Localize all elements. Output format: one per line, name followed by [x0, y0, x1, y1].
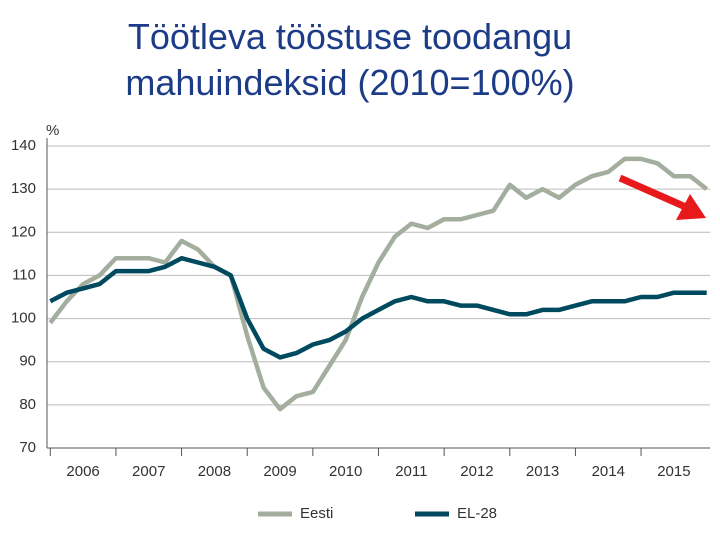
y-tick-label: 90	[19, 353, 36, 370]
y-tick-label: 80	[19, 396, 36, 413]
x-tick-label: 2012	[460, 463, 493, 480]
y-tick-label: 100	[11, 310, 36, 327]
x-tick-label: 2011	[395, 463, 427, 480]
legend-label: Eesti	[300, 505, 333, 522]
y-tick-label: 120	[11, 223, 36, 240]
line-series	[49, 255, 707, 360]
y-tick-label: 70	[19, 439, 36, 456]
x-tick-label: 2009	[263, 463, 296, 480]
x-tick-label: 2014	[592, 463, 625, 480]
x-tick-label: 2015	[657, 463, 690, 480]
x-tick-label: 2010	[329, 463, 362, 480]
legend-label: EL-28	[457, 505, 497, 522]
x-tick-label: 2007	[132, 463, 165, 480]
x-tick-label: 2006	[66, 463, 99, 480]
y-axis-label: %	[46, 122, 59, 139]
chart-title: Töötleva tööstuse toodangu mahuindeksid …	[125, 16, 575, 103]
arrow-head	[676, 194, 706, 220]
y-tick-label: 140	[11, 137, 36, 154]
y-tick-label: 110	[12, 266, 36, 283]
line-series	[48, 156, 709, 412]
x-tick-label: 2008	[198, 463, 231, 480]
y-tick-label: 130	[11, 180, 36, 197]
x-tick-label: 2013	[526, 463, 559, 480]
arrow-shaft	[618, 174, 690, 212]
